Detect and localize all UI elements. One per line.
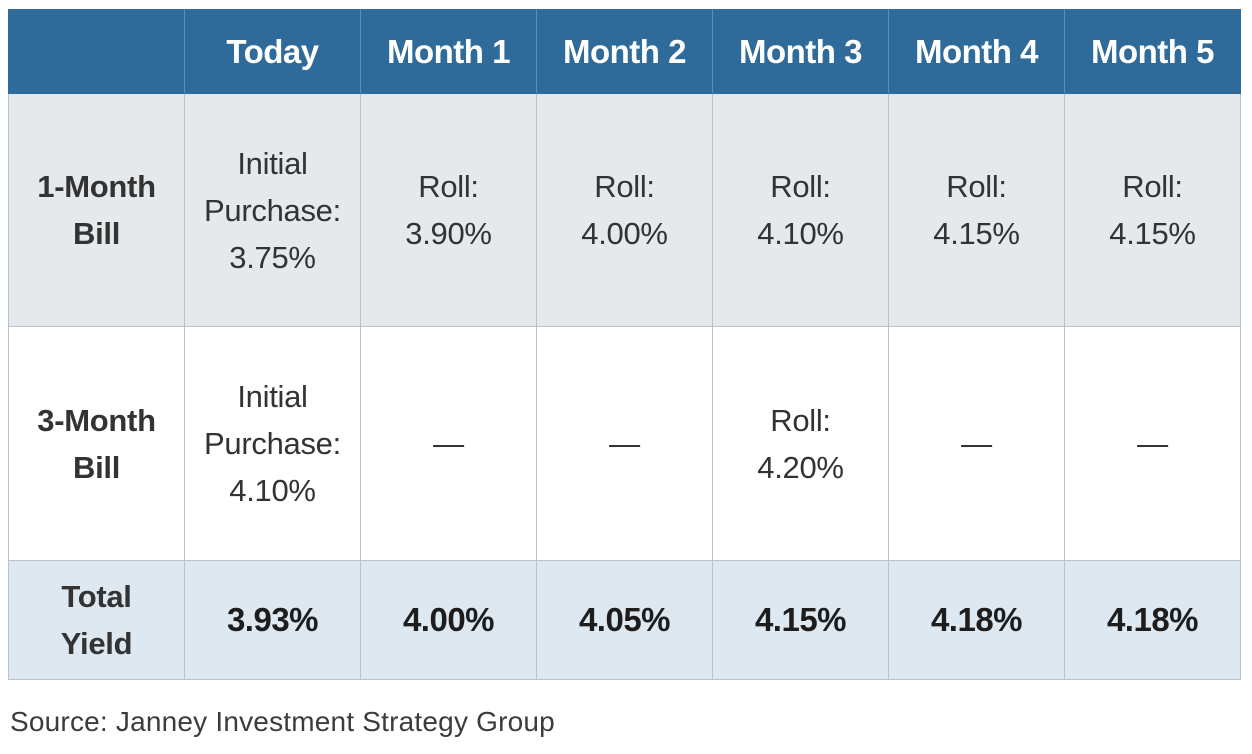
table-cell: Roll: 4.00% [536,93,713,327]
cell-text: Roll: 4.00% [581,169,668,251]
table-cell: Roll: 4.15% [1064,93,1241,327]
cell-text: Initial Purchase: 4.10% [204,379,341,508]
row-3-month-bill: 3-Month Bill Initial Purchase: 4.10% — —… [8,326,1241,561]
header-month-4: Month 4 [888,9,1065,94]
header-month-3: Month 3 [712,9,889,94]
cell-text: Initial Purchase: 3.75% [204,145,341,275]
yield-table: Today Month 1 Month 2 Month 3 Month 4 Mo… [8,9,1241,680]
total-value: 4.00% [402,601,495,638]
yield-table-container: Today Month 1 Month 2 Month 3 Month 4 Mo… [8,9,1241,680]
row-label-text: 3-Month Bill [37,402,156,485]
table-cell: — [536,326,713,561]
total-value: 4.15% [754,601,847,638]
row-label: 1-Month Bill [8,93,185,327]
total-cell: 4.05% [536,560,713,680]
table-cell: Roll: 4.20% [712,326,889,561]
table-cell: Initial Purchase: 3.75% [184,93,361,327]
table-cell: Initial Purchase: 4.10% [184,326,361,561]
total-cell: 3.93% [184,560,361,680]
total-value: 4.05% [578,601,671,638]
row-label: Total Yield [8,560,185,680]
table-cell: Roll: 4.10% [712,93,889,327]
header-empty [8,9,185,94]
table-cell: Roll: 3.90% [360,93,537,327]
header-row: Today Month 1 Month 2 Month 3 Month 4 Mo… [8,9,1241,94]
table-cell: — [888,326,1065,561]
row-1-month-bill: 1-Month Bill Initial Purchase: 3.75% Rol… [8,93,1241,327]
table-cell: Roll: 4.15% [888,93,1065,327]
total-value: 4.18% [930,601,1023,638]
table-cell: — [360,326,537,561]
row-label: 3-Month Bill [8,326,185,561]
total-cell: 4.00% [360,560,537,680]
header-month-5: Month 5 [1064,9,1241,94]
total-value: 3.93% [226,601,319,638]
header-today: Today [184,9,361,94]
cell-text: — [1137,426,1168,461]
row-total-yield: Total Yield 3.93% 4.00% 4.05% 4.15% 4.18… [8,560,1241,680]
cell-text: Roll: 4.15% [933,169,1020,251]
cell-text: Roll: 4.20% [757,402,844,485]
total-value: 4.18% [1106,601,1199,638]
header-month-1: Month 1 [360,9,537,94]
cell-text: — [961,426,992,461]
cell-text: Roll: 4.15% [1109,169,1196,251]
total-cell: 4.18% [1064,560,1241,680]
cell-text: — [433,426,464,461]
row-label-text: Total Yield [60,579,133,661]
cell-text: — [609,426,640,461]
cell-text: Roll: 3.90% [405,169,492,251]
total-cell: 4.18% [888,560,1065,680]
cell-text: Roll: 4.10% [757,169,844,251]
total-cell: 4.15% [712,560,889,680]
row-label-text: 1-Month Bill [37,169,156,251]
table-cell: — [1064,326,1241,561]
source-note: Source: Janney Investment Strategy Group [10,706,555,737]
header-month-2: Month 2 [536,9,713,94]
